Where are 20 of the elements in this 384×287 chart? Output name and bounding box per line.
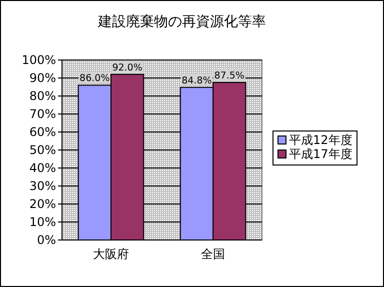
y-tick-label: 90%	[29, 71, 56, 86]
y-tick-label: 100%	[22, 53, 56, 68]
chart-title: 建設廃棄物の再資源化等率	[97, 14, 266, 30]
x-tick-label: 全国	[201, 247, 226, 261]
data-label: 86.0%	[80, 73, 110, 84]
y-tick-label: 80%	[29, 89, 56, 104]
x-tick-label: 大阪府	[92, 247, 129, 261]
y-tick-label: 50%	[29, 143, 56, 158]
y-tick-label: 20%	[29, 197, 56, 212]
legend-label: 平成12年度	[289, 133, 352, 148]
data-label: 92.0%	[112, 62, 142, 74]
y-tick-label: 0%	[36, 233, 56, 248]
data-label: 87.5%	[214, 70, 244, 82]
y-tick-label: 70%	[29, 107, 56, 122]
data-label: 84.8%	[182, 75, 212, 86]
y-tick-label: 10%	[29, 215, 56, 230]
y-tick-label: 40%	[29, 161, 56, 176]
legend-label: 平成17年度	[289, 147, 352, 162]
y-tick-label: 30%	[29, 179, 56, 194]
y-tick-label: 60%	[29, 125, 56, 140]
